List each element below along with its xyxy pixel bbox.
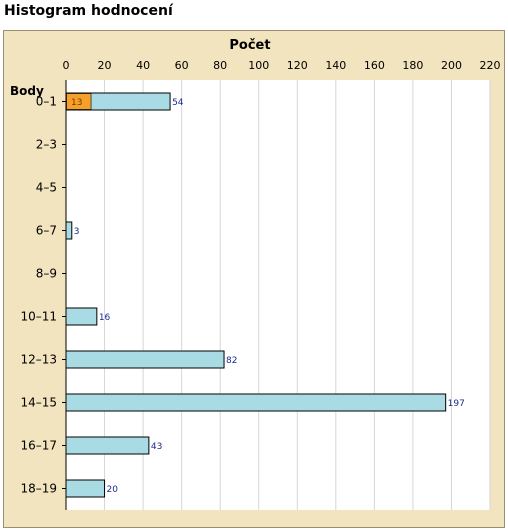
category-label: 4–5 — [36, 181, 57, 195]
bar — [66, 480, 105, 497]
category-label: 18–19 — [20, 482, 57, 496]
bar-value-label: 16 — [99, 313, 111, 323]
category-label: 16–17 — [20, 439, 57, 453]
bar-value-label: 43 — [151, 442, 162, 452]
bar — [66, 351, 224, 368]
x-tick-label: 100 — [248, 59, 269, 72]
bar-value-label: 20 — [107, 485, 119, 495]
bar-value-label: 54 — [172, 98, 184, 108]
x-tick-label: 180 — [402, 59, 423, 72]
bar — [66, 437, 149, 454]
category-label: 0–1 — [36, 95, 57, 109]
category-label: 2–3 — [36, 138, 57, 152]
bar-segment-value-label: 13 — [71, 98, 82, 108]
bar-value-label: 82 — [226, 356, 237, 366]
category-label: 8–9 — [36, 267, 57, 281]
x-tick-label: 80 — [213, 59, 227, 72]
category-label: 6–7 — [36, 224, 57, 238]
bar — [66, 394, 446, 411]
bar-value-label: 197 — [448, 399, 465, 409]
category-label: 12–13 — [20, 353, 57, 367]
category-label: 10–11 — [20, 310, 57, 324]
bar-value-label: 3 — [74, 227, 80, 237]
bar — [66, 308, 97, 325]
x-tick-label: 160 — [364, 59, 385, 72]
x-tick-label: 220 — [480, 59, 501, 72]
category-label: 14–15 — [20, 396, 57, 410]
x-tick-label: 40 — [136, 59, 150, 72]
bar — [66, 222, 72, 239]
x-tick-label: 200 — [441, 59, 462, 72]
x-tick-label: 60 — [175, 59, 189, 72]
x-tick-label: 140 — [325, 59, 346, 72]
x-tick-label: 0 — [63, 59, 70, 72]
x-axis-title: Počet — [229, 38, 270, 53]
x-tick-label: 20 — [98, 59, 112, 72]
x-tick-label: 120 — [287, 59, 308, 72]
